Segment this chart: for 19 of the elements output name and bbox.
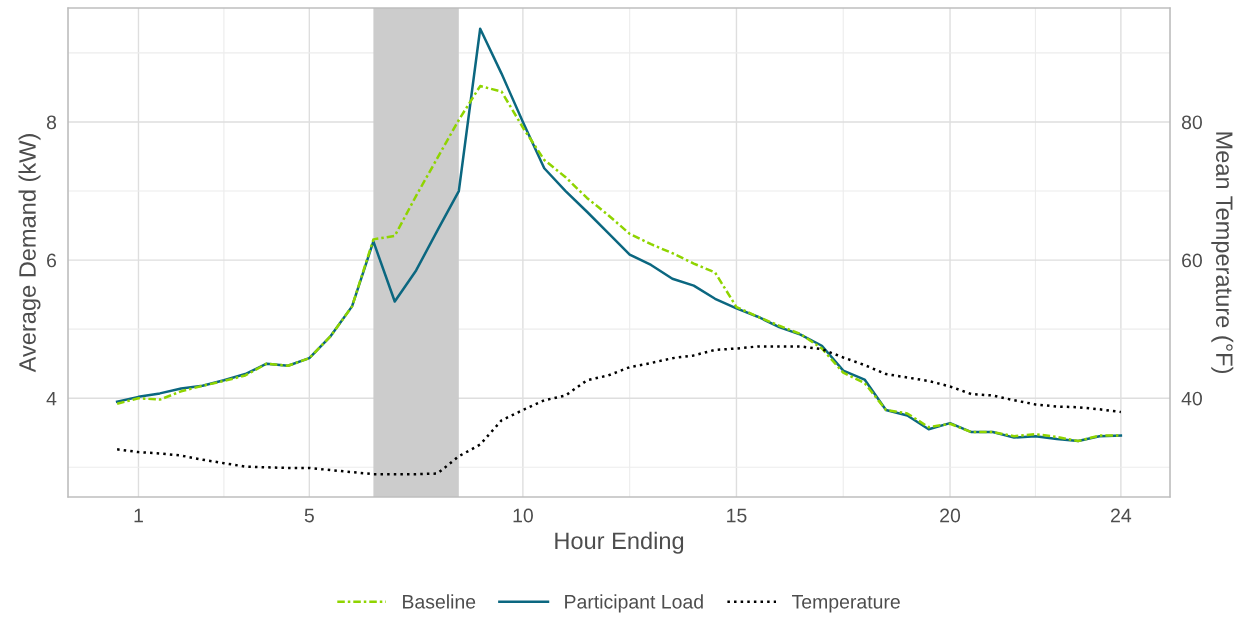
x-tick-label: 15 [727,508,747,523]
x-tick-label: 24 [1111,508,1132,523]
x-tick-label: 20 [940,508,961,523]
legend-label: Baseline [403,594,476,609]
x-tick-label: 10 [513,508,533,523]
x-axis-title: Hour Ending [555,531,684,554]
legend-label: Temperature [792,595,900,613]
y2-tick-label: 80 [1181,115,1202,130]
y-tick-label: 4 [46,391,57,406]
y2-tick-label: 40 [1181,391,1202,406]
x-tick-label: 1 [134,508,143,523]
legend-label: Participant Load [565,594,703,613]
y2-tick-label: 60 [1182,253,1202,268]
y-tick-label: 6 [47,253,57,268]
line-series [115,345,1123,476]
y2-axis-title: Mean Temperature (°F) [1211,132,1234,373]
y-axis-title: Average Demand (kW) [18,134,41,373]
y-tick-label: 8 [46,115,57,130]
x-tick-label: 5 [304,508,314,523]
